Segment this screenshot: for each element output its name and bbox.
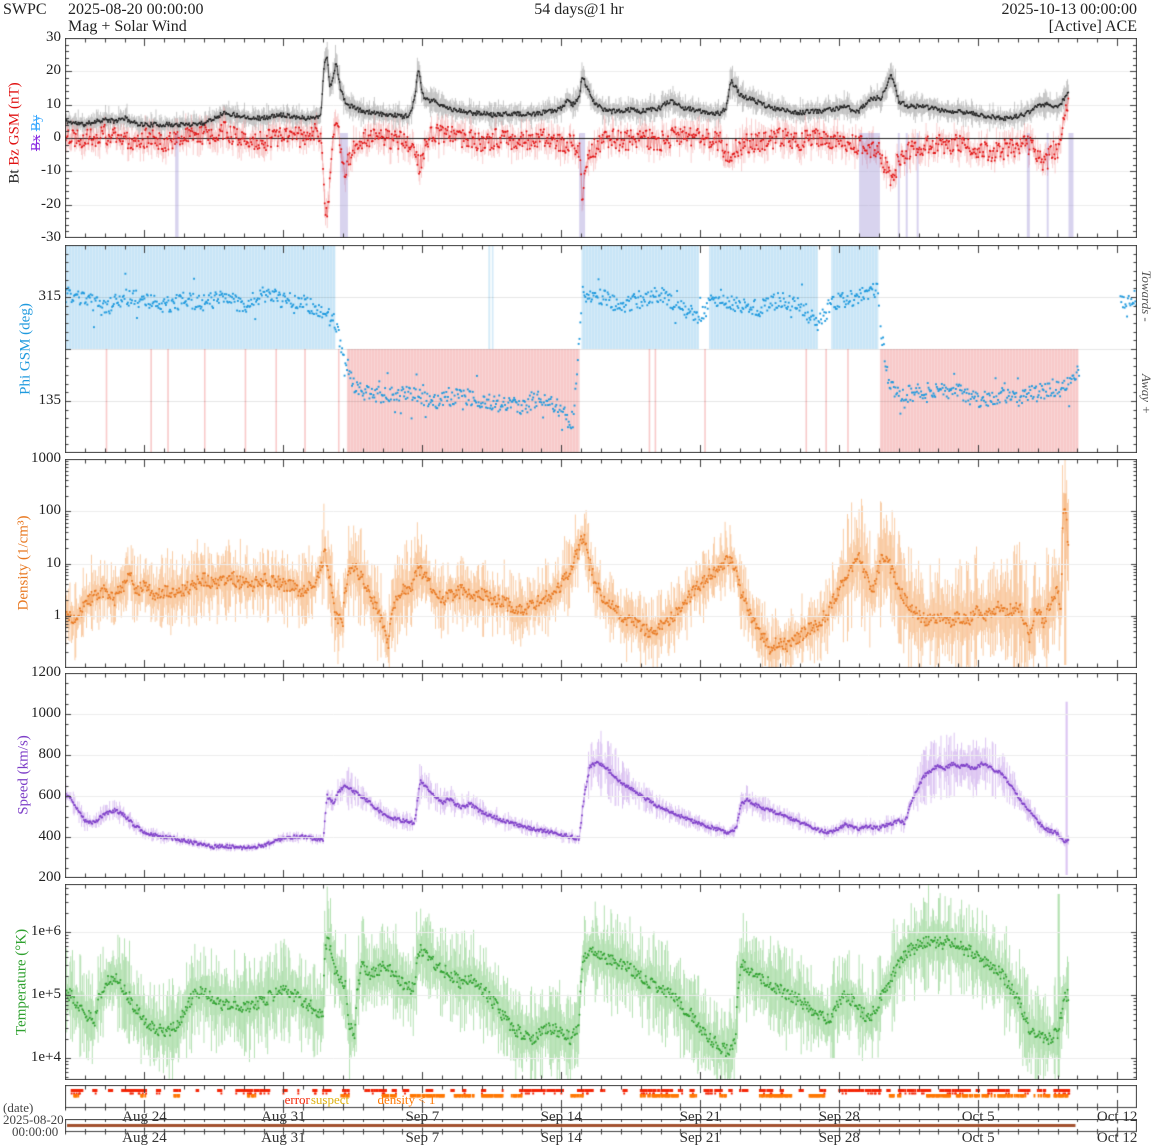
x-date-label-nav: Aug 24 [122, 1130, 167, 1146]
away-polarity-label: Away + [1139, 373, 1154, 415]
brand-label: SWPC [3, 1, 47, 18]
date-axis-caption: (date) [3, 1100, 34, 1115]
x-date-label-nav: Sep 7 [405, 1130, 440, 1146]
density-panel-plot [65, 459, 1137, 668]
temperature-panel-plot [65, 884, 1137, 1080]
y-tick-label: 1 [53, 606, 62, 623]
x-date-label: Sep 7 [405, 1109, 440, 1125]
x-date-label: Sep 21 [679, 1109, 721, 1125]
y-tick-label: 30 [46, 29, 61, 45]
x-date-label: Sep 28 [818, 1109, 860, 1125]
x-date-label-nav: Oct 5 [961, 1130, 995, 1146]
density-legend-label: density < 1 [377, 1092, 436, 1107]
y-tick-label: 315 [38, 288, 62, 304]
end-datetime: 2025-10-13 00:00:00 [1001, 1, 1137, 18]
x-date-label: Oct 12 [1096, 1109, 1138, 1125]
error-legend-label: error [284, 1092, 310, 1107]
start-datetime: 2025-08-20 00:00:00 [68, 1, 204, 18]
x-date-label-nav: Aug 31 [261, 1130, 306, 1146]
y-tick-label: 20 [46, 62, 61, 79]
suspect-legend-label: suspect [310, 1092, 350, 1107]
x-date-label: Oct 5 [961, 1109, 995, 1125]
y-tick-label: 1200 [31, 664, 61, 680]
x-date-label-nav: Oct 12 [1096, 1130, 1138, 1146]
y-tick-label: 400 [38, 828, 62, 844]
towards-polarity-label: Towards - [1139, 270, 1154, 322]
y-tick-label: 1000 [31, 450, 61, 466]
x-date-label-nav: Sep 14 [540, 1130, 582, 1146]
y-tick-label: 1e+6 [30, 922, 61, 939]
x-date-label: Aug 24 [122, 1109, 167, 1125]
temperature-axis-label: Temperature (°K) [13, 928, 30, 1036]
y-tick-label: -10 [41, 162, 61, 179]
time-range-navigator[interactable] [65, 1119, 1137, 1139]
y-tick-label: -20 [41, 195, 61, 212]
y-tick-label: 10 [46, 554, 61, 571]
phi-axis-label: Phi GSM (deg) [17, 303, 34, 395]
y-tick-label: 600 [38, 787, 62, 803]
plot-title: Mag + Solar Wind [68, 18, 187, 35]
x-date-label: Sep 14 [540, 1109, 582, 1125]
y-tick-label: -30 [41, 229, 61, 245]
data-quality-strip [65, 1085, 1137, 1115]
x-date-label: Aug 31 [261, 1109, 306, 1125]
y-tick-label: 800 [38, 746, 62, 762]
data-source-label: [Active] ACE [1048, 18, 1137, 35]
y-tick-label: 1e+5 [30, 985, 61, 1002]
duration-label: 54 days@1 hr [534, 1, 624, 18]
y-tick-label: 10 [46, 95, 61, 112]
footer-start-date: 2025-08-20 [3, 1112, 64, 1127]
y-tick-label: 1e+4 [30, 1048, 61, 1065]
mag-panel-plot [65, 38, 1137, 238]
speed-panel-plot [65, 673, 1137, 878]
y-tick-label: 1000 [31, 705, 61, 721]
y-tick-label: 135 [38, 392, 62, 408]
x-date-label-nav: Sep 28 [818, 1130, 860, 1146]
y-tick-label: 0 [53, 129, 62, 145]
x-date-label-nav: Sep 21 [679, 1130, 721, 1146]
y-tick-label: 100 [38, 502, 62, 519]
footer-start-time: 00:00:00 [12, 1124, 59, 1139]
phi-panel-plot [65, 245, 1137, 453]
y-tick-label: 200 [38, 869, 62, 885]
